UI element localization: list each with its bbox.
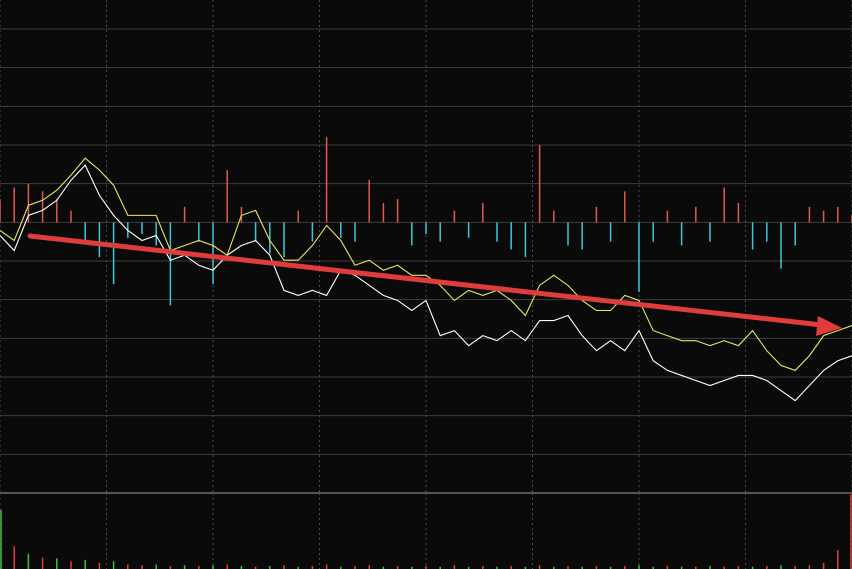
arrow-shaft	[27, 233, 825, 328]
price-line	[0, 164, 852, 402]
arrow-head	[816, 316, 842, 336]
trend-arrow	[27, 233, 842, 336]
price-line	[0, 157, 852, 372]
